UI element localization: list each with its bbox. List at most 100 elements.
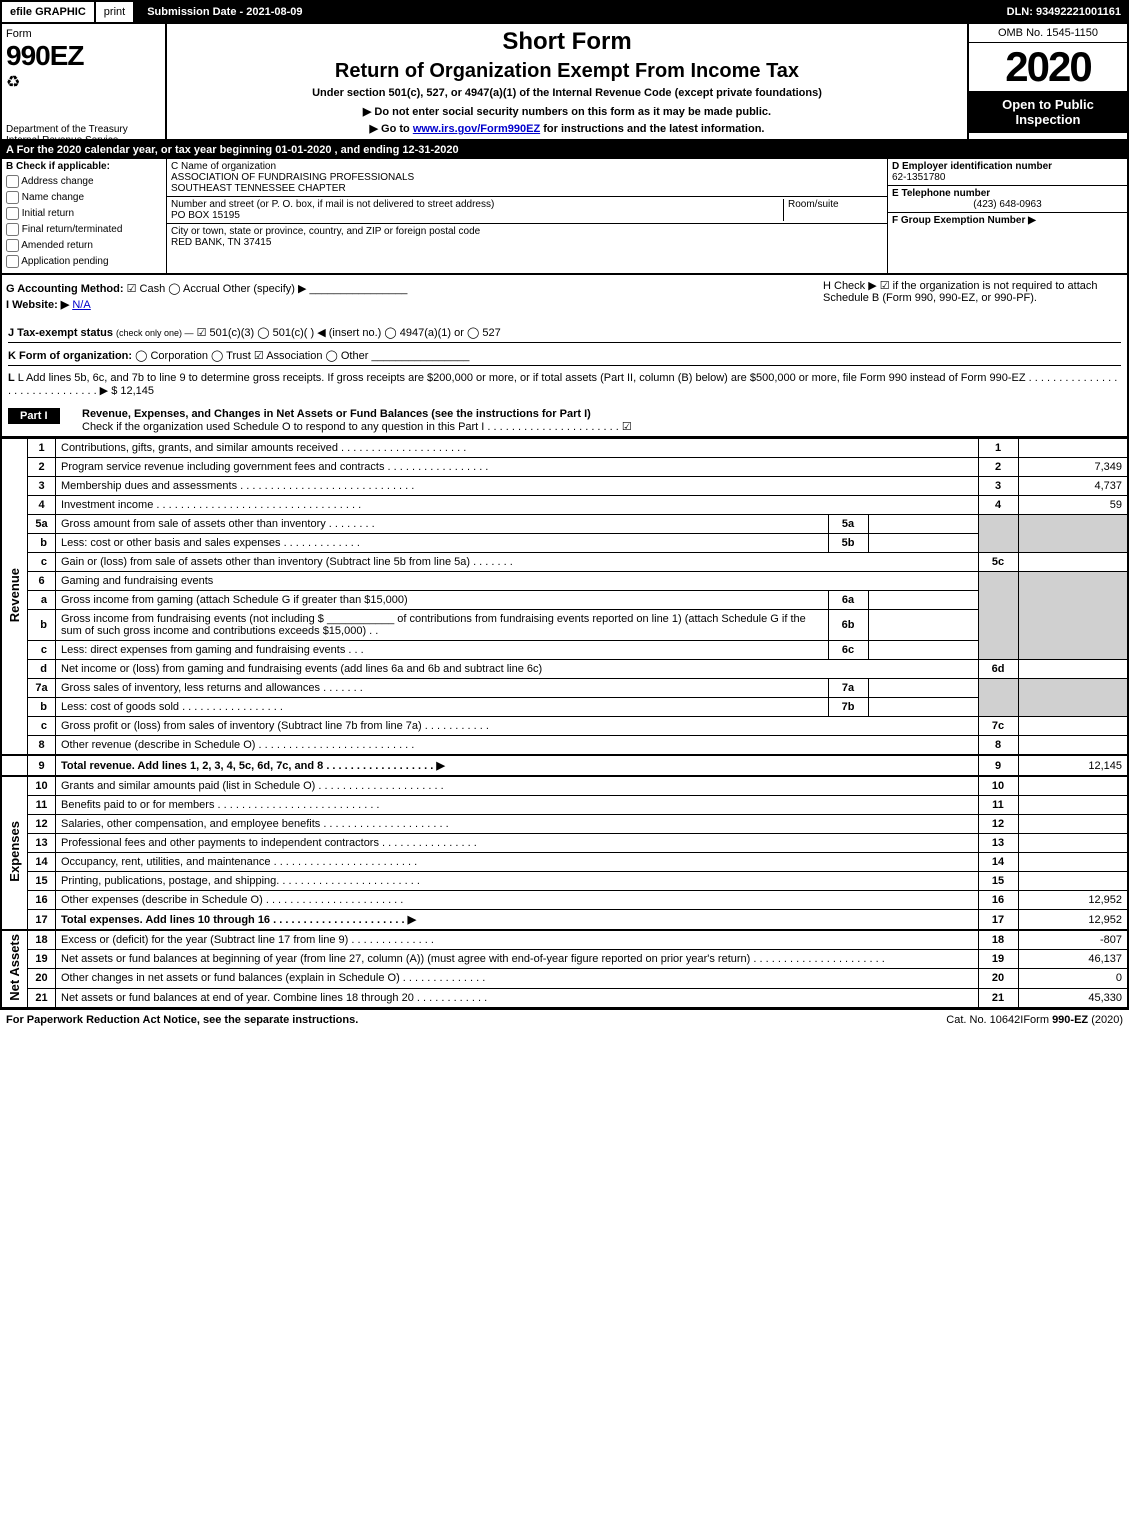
section-a: A For the 2020 calendar year, or tax yea… xyxy=(0,141,1129,159)
check-initial-return[interactable]: Initial return xyxy=(6,207,162,220)
line-7b: bLess: cost of goods sold . . . . . . . … xyxy=(1,698,1128,717)
sidebar-revenue: Revenue xyxy=(7,568,22,622)
footer-left: For Paperwork Reduction Act Notice, see … xyxy=(6,1014,946,1026)
form-number: 990EZ xyxy=(6,40,161,72)
street-block: Number and street (or P. O. box, if mail… xyxy=(167,197,887,224)
print-button[interactable]: print xyxy=(96,0,135,24)
form-header: Form 990EZ ♻ Department of the Treasury … xyxy=(0,24,1129,141)
room-label: Room/suite xyxy=(788,199,839,210)
line-10: Expenses 10Grants and similar amounts pa… xyxy=(1,776,1128,796)
website-link[interactable]: N/A xyxy=(72,299,90,311)
check-cash[interactable]: ☑ Cash xyxy=(127,283,166,295)
line-8: 8Other revenue (describe in Schedule O) … xyxy=(1,736,1128,756)
col-b-title: B Check if applicable: xyxy=(6,161,110,172)
department-label: Department of the Treasury Internal Reve… xyxy=(6,124,128,135)
street-value: PO BOX 15195 xyxy=(171,210,240,221)
sidebar-expenses: Expenses xyxy=(7,821,22,882)
footer-form: Form 990-EZ (2020) xyxy=(1023,1014,1123,1026)
tel-block: E Telephone number (423) 648-0963 xyxy=(888,186,1127,213)
city-block: City or town, state or province, country… xyxy=(167,224,887,250)
ssn-warning: ▶ Do not enter social security numbers o… xyxy=(175,105,959,118)
line-5a: 5aGross amount from sale of assets other… xyxy=(1,515,1128,534)
line-5b: bLess: cost or other basis and sales exp… xyxy=(1,534,1128,553)
line-14: 14Occupancy, rent, utilities, and mainte… xyxy=(1,853,1128,872)
line-15: 15Printing, publications, postage, and s… xyxy=(1,872,1128,891)
line-3: 3Membership dues and assessments . . . .… xyxy=(1,477,1128,496)
line-12: 12Salaries, other compensation, and empl… xyxy=(1,815,1128,834)
part1-title: Revenue, Expenses, and Changes in Net As… xyxy=(82,408,591,420)
irs-link[interactable]: www.irs.gov/Form990EZ xyxy=(413,123,540,135)
part1-check: Check if the organization used Schedule … xyxy=(82,421,632,433)
part1-header: Part I Revenue, Expenses, and Changes in… xyxy=(0,405,1129,438)
line-k: K Form of organization: ◯ Corporation ◯ … xyxy=(8,346,1121,366)
short-form-title: Short Form xyxy=(175,28,959,56)
org-name-block: C Name of organization ASSOCIATION OF FU… xyxy=(167,159,887,197)
header-right: OMB No. 1545-1150 2020 Open to Public In… xyxy=(967,24,1127,139)
line-20: 20Other changes in net assets or fund ba… xyxy=(1,969,1128,988)
line-j: J Tax-exempt status (check only one) — ☑… xyxy=(8,323,1121,343)
line-19: 19Net assets or fund balances at beginni… xyxy=(1,950,1128,969)
subtitle: Under section 501(c), 527, or 4947(a)(1)… xyxy=(175,87,959,99)
submission-date: Submission Date - 2021-08-09 xyxy=(135,2,314,22)
line-6d: dNet income or (loss) from gaming and fu… xyxy=(1,660,1128,679)
header-left: Form 990EZ ♻ Department of the Treasury … xyxy=(2,24,167,139)
tax-year: 2020 xyxy=(969,43,1127,91)
info-grid: B Check if applicable: Address change Na… xyxy=(0,159,1129,275)
line-4: 4Investment income . . . . . . . . . . .… xyxy=(1,496,1128,515)
line-9: 9Total revenue. Add lines 1, 2, 3, 4, 5c… xyxy=(1,755,1128,776)
ein-value: 62-1351780 xyxy=(892,172,945,183)
check-application-pending[interactable]: Application pending xyxy=(6,255,162,268)
footer-cat: Cat. No. 10642I xyxy=(946,1014,1023,1026)
line-7c: cGross profit or (loss) from sales of in… xyxy=(1,717,1128,736)
line-l: L L Add lines 5b, 6c, and 7b to line 9 t… xyxy=(8,369,1121,400)
line-6: 6Gaming and fundraising events xyxy=(1,572,1128,591)
line-i: I Website: ▶ N/A xyxy=(6,298,823,311)
return-title: Return of Organization Exempt From Incom… xyxy=(175,60,959,83)
check-amended-return[interactable]: Amended return xyxy=(6,239,162,252)
line-21: 21Net assets or fund balances at end of … xyxy=(1,988,1128,1008)
line-2: 2Program service revenue including gover… xyxy=(1,458,1128,477)
org-name: ASSOCIATION OF FUNDRAISING PROFESSIONALS… xyxy=(171,172,414,194)
line-17: 17Total expenses. Add lines 10 through 1… xyxy=(1,910,1128,931)
line-g: G Accounting Method: ☑ Cash ◯ Accrual Ot… xyxy=(6,282,823,295)
gross-receipts-value: 12,145 xyxy=(120,385,154,397)
line-5c: cGain or (loss) from sale of assets othe… xyxy=(1,553,1128,572)
other-specify[interactable]: Other (specify) ▶ xyxy=(223,283,307,295)
line-6a: aGross income from gaming (attach Schedu… xyxy=(1,591,1128,610)
efile-badge: efile GRAPHIC xyxy=(0,0,96,24)
line-16: 16Other expenses (describe in Schedule O… xyxy=(1,891,1128,910)
check-address-change[interactable]: Address change xyxy=(6,175,162,188)
lines-table: Revenue 1Contributions, gifts, grants, a… xyxy=(0,438,1129,1009)
header-mid: Short Form Return of Organization Exempt… xyxy=(167,24,967,139)
sidebar-net-assets: Net Assets xyxy=(7,934,22,1001)
ein-block: D Employer identification number 62-1351… xyxy=(888,159,1127,186)
line-h: H Check ▶ ☑ if the organization is not r… xyxy=(823,279,1123,314)
gh-row: G Accounting Method: ☑ Cash ◯ Accrual Ot… xyxy=(0,275,1129,318)
part1-tag: Part I xyxy=(8,408,60,424)
col-de: D Employer identification number 62-1351… xyxy=(887,159,1127,273)
line-11: 11Benefits paid to or for members . . . … xyxy=(1,796,1128,815)
group-exemption: F Group Exemption Number ▶ xyxy=(888,213,1127,228)
goto-line: ▶ Go to www.irs.gov/Form990EZ for instru… xyxy=(175,122,959,135)
line-7a: 7aGross sales of inventory, less returns… xyxy=(1,679,1128,698)
form-label: Form xyxy=(6,28,161,40)
line-13: 13Professional fees and other payments t… xyxy=(1,834,1128,853)
line-1: Revenue 1Contributions, gifts, grants, a… xyxy=(1,439,1128,458)
omb-number: OMB No. 1545-1150 xyxy=(969,24,1127,43)
city-value: RED BANK, TN 37415 xyxy=(171,237,271,248)
col-c: C Name of organization ASSOCIATION OF FU… xyxy=(167,159,887,273)
open-public-badge: Open to Public Inspection xyxy=(969,91,1127,133)
line-18: Net Assets 18Excess or (deficit) for the… xyxy=(1,930,1128,950)
line-6b: bGross income from fundraising events (n… xyxy=(1,610,1128,641)
dln-number: DLN: 93492221001161 xyxy=(999,2,1129,22)
col-b: B Check if applicable: Address change Na… xyxy=(2,159,167,273)
top-bar: efile GRAPHIC print Submission Date - 20… xyxy=(0,0,1129,24)
recycle-icon: ♻ xyxy=(6,72,161,92)
footer: For Paperwork Reduction Act Notice, see … xyxy=(0,1009,1129,1030)
tel-value: (423) 648-0963 xyxy=(892,199,1123,210)
check-final-return[interactable]: Final return/terminated xyxy=(6,223,162,236)
check-name-change[interactable]: Name change xyxy=(6,191,162,204)
jkl-block: J Tax-exempt status (check only one) — ☑… xyxy=(0,318,1129,405)
line-6c: cLess: direct expenses from gaming and f… xyxy=(1,641,1128,660)
check-accrual[interactable]: ◯ Accrual xyxy=(168,283,219,295)
